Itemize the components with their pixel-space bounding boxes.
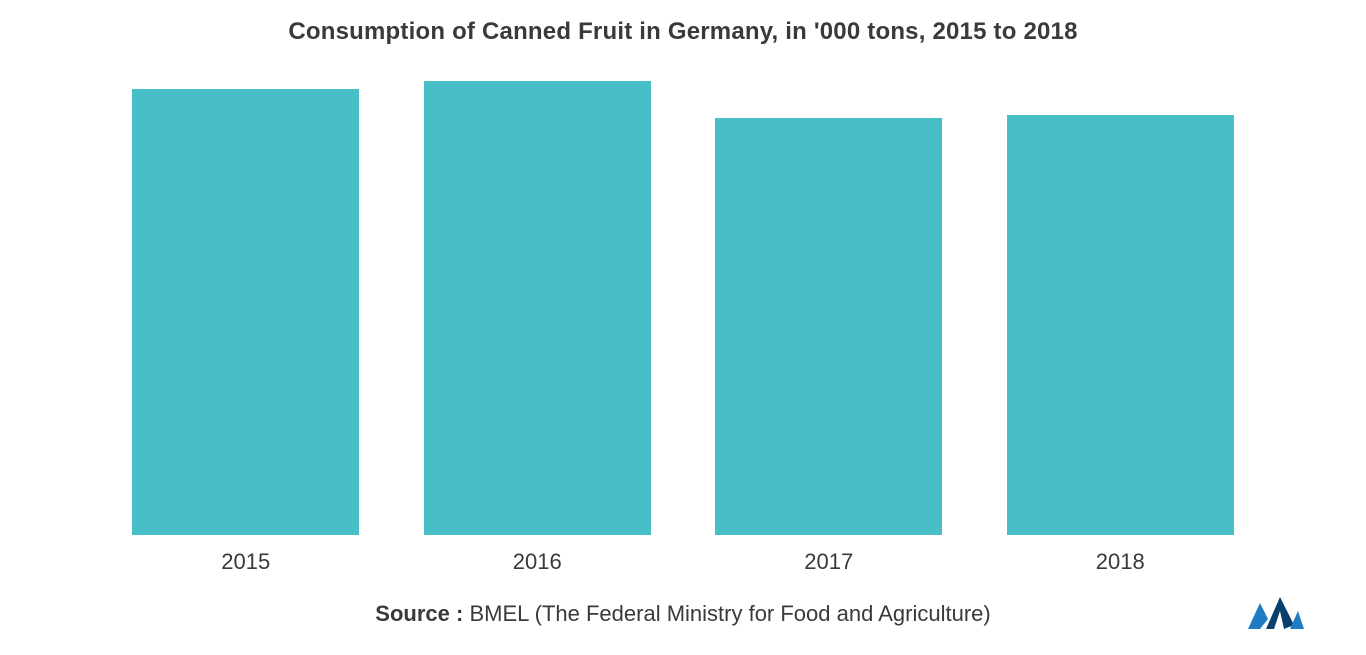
bar-slot	[683, 70, 975, 535]
source-text: BMEL (The Federal Ministry for Food and …	[469, 601, 990, 626]
bar-slot	[392, 70, 684, 535]
x-label: 2016	[392, 549, 684, 575]
bars-container	[100, 70, 1266, 535]
x-label: 2017	[683, 549, 975, 575]
bar-slot	[100, 70, 392, 535]
chart-plot-area	[100, 70, 1266, 535]
chart-title: Consumption of Canned Fruit in Germany, …	[0, 0, 1366, 46]
source-attribution: Source : BMEL (The Federal Ministry for …	[0, 601, 1366, 627]
bar-slot	[975, 70, 1267, 535]
bar-2018	[1007, 115, 1234, 535]
x-axis-labels: 2015 2016 2017 2018	[100, 549, 1266, 575]
bar-2016	[424, 81, 651, 535]
x-label: 2018	[975, 549, 1267, 575]
bar-2017	[715, 118, 942, 535]
mordor-intelligence-logo-icon	[1246, 593, 1306, 633]
x-label: 2015	[100, 549, 392, 575]
source-prefix: Source :	[375, 601, 463, 626]
bar-2015	[132, 89, 359, 535]
